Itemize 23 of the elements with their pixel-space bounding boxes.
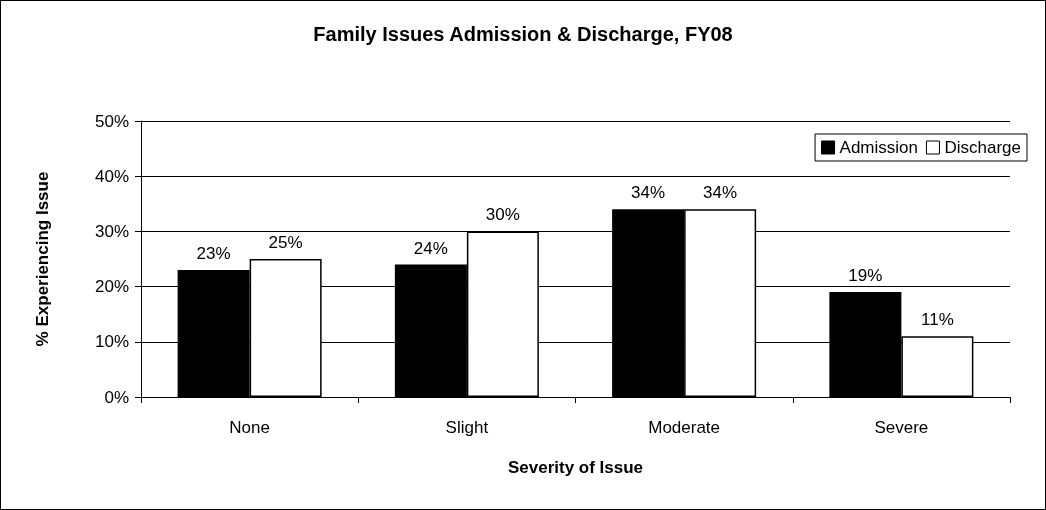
data-label: 11% [920, 310, 954, 330]
y-axis-title: % Experiencing Issue [33, 171, 52, 347]
x-tick-label: None [229, 418, 270, 437]
x-tick-label: Severe [874, 418, 929, 437]
x-tick-label: Moderate [648, 418, 721, 437]
x-axis-title: Severity of Issue [507, 458, 644, 477]
data-label: 25% [268, 233, 303, 252]
y-tick-label: 30% [94, 221, 129, 241]
y-tick-label: 50% [94, 111, 129, 131]
y-tick-label: 0% [104, 387, 129, 407]
legend-label: Discharge [944, 138, 1022, 157]
data-label: 24% [413, 238, 448, 258]
y-tick-label: 10% [94, 332, 129, 352]
data-label: 34% [631, 183, 666, 203]
x-tick-label: Slight [445, 418, 489, 437]
chart-title: Family Issues Admission & Discharge, FY08 [313, 23, 733, 45]
data-label: 23% [196, 244, 231, 264]
data-label: 30% [485, 205, 520, 225]
data-label: 34% [703, 183, 738, 203]
legend-label: Admission [839, 138, 918, 157]
y-tick-label: 40% [94, 166, 129, 186]
data-label: 19% [848, 266, 883, 286]
y-tick-label: 20% [94, 277, 129, 297]
